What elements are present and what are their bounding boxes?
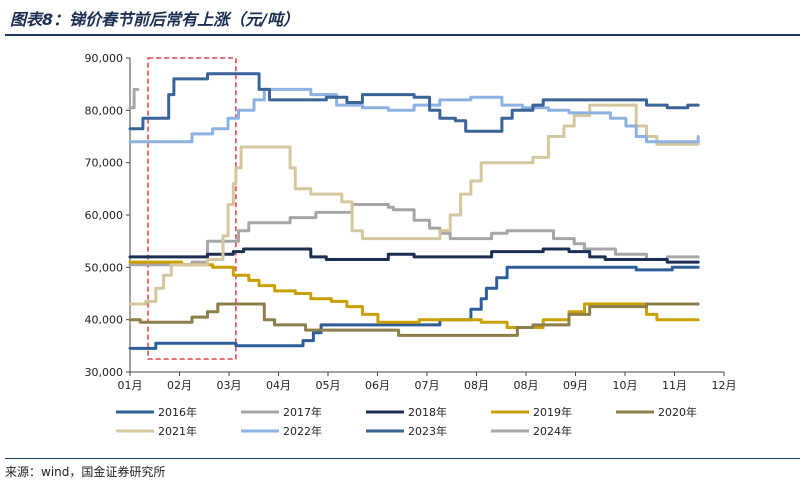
y-tick-label: 80,000 xyxy=(85,104,124,117)
x-tick-label: 01月 xyxy=(118,379,143,392)
series-line xyxy=(128,247,700,264)
series-line xyxy=(128,87,700,144)
legend-label: 2022年 xyxy=(283,424,322,438)
series-line xyxy=(128,72,700,133)
x-tick-label: 08月 xyxy=(464,379,489,392)
legend: 2016年 2017年 2018年 2019年 2020年 2021年 2022年 2023年… xyxy=(116,405,697,438)
axes: 30,000 40,000 50,000 60,000 70,000 80,000 90,0… xyxy=(85,52,737,392)
highlight-box xyxy=(147,57,237,360)
legend-label: 2023年 xyxy=(408,424,447,438)
series-line xyxy=(128,103,700,306)
x-tick-label: 05月 xyxy=(316,379,341,392)
x-tick-label: 03月 xyxy=(217,379,242,392)
legend-label: 2016年 xyxy=(158,405,197,419)
x-tick-label: 06月 xyxy=(365,379,390,392)
line-chart: 30,000 40,000 50,000 60,000 70,000 80,000 90,0… xyxy=(85,52,737,438)
x-tick-label: 09月 xyxy=(563,379,588,392)
y-tick-label: 60,000 xyxy=(85,209,124,222)
x-tick-label: 04月 xyxy=(266,379,291,392)
source-divider xyxy=(5,458,800,459)
legend-label: 2020年 xyxy=(658,405,697,419)
source-note: 来源：wind，国金证券研究所 xyxy=(5,465,166,479)
chart-title: 图表8：锑价春节前后常有上涨（元/吨） xyxy=(10,10,299,29)
plot-area xyxy=(128,57,700,360)
x-tick-label: 11月 xyxy=(662,379,687,392)
y-tick-label: 50,000 xyxy=(85,261,124,274)
x-tick-label: 08月 xyxy=(514,379,539,392)
series-line xyxy=(128,260,700,329)
series-line xyxy=(128,87,140,110)
legend-label: 2017年 xyxy=(283,405,322,419)
x-tick-label: 02月 xyxy=(167,379,192,392)
x-tick-label: 10月 xyxy=(613,379,638,392)
legend-label: 2018年 xyxy=(408,405,447,419)
series-line xyxy=(128,203,700,267)
y-tick-label: 40,000 xyxy=(85,314,124,327)
y-tick-label: 90,000 xyxy=(85,52,124,65)
series-line xyxy=(128,302,700,337)
title-divider xyxy=(5,34,800,36)
legend-label: 2024年 xyxy=(533,424,572,438)
y-tick-label: 70,000 xyxy=(85,157,124,170)
legend-label: 2021年 xyxy=(158,424,197,438)
x-tick-label: 12月 xyxy=(712,379,737,392)
x-tick-label: 07月 xyxy=(415,379,440,392)
y-tick-label: 30,000 xyxy=(85,366,124,379)
legend-label: 2019年 xyxy=(533,405,572,419)
